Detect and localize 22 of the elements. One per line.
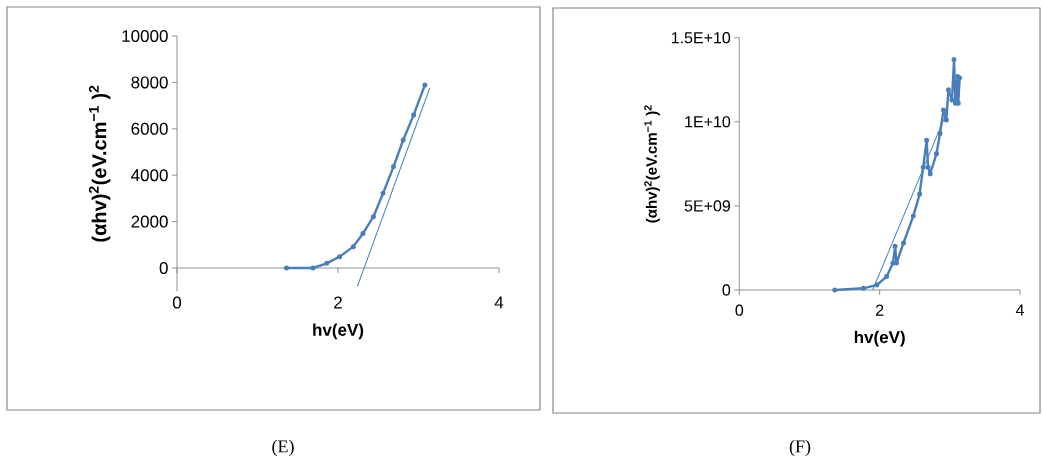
y-tick-label: 1.5E+10 bbox=[671, 32, 731, 44]
x-tick-label: 2 bbox=[334, 296, 342, 309]
x-tick-label: 4 bbox=[494, 296, 504, 309]
y-tick-label: 1E+10 bbox=[685, 116, 731, 128]
y-tick-label: 5E+09 bbox=[684, 200, 731, 212]
text: (E) bbox=[272, 439, 294, 457]
x-tick-label: 4 bbox=[1015, 304, 1024, 316]
y-axis-title: (αhv)$^{2}$(eV.cm$^{−1}$ )$^{2}$ bbox=[88, 85, 111, 242]
y-tick-label: 6000 bbox=[131, 122, 168, 135]
x-tick-label: 2 bbox=[876, 304, 884, 316]
y-axis-title: (αhv)$^{2}$(eV.cm$^{−1}$ )$^{2}$ bbox=[644, 105, 660, 223]
y-tick-label: 2000 bbox=[131, 215, 168, 228]
y-tick-label: 0 bbox=[159, 261, 168, 275]
x-axis-title: hv(eV) bbox=[313, 323, 364, 340]
y-tick-label: 4000 bbox=[131, 169, 168, 182]
x-tick-label: 0 bbox=[172, 296, 182, 309]
y-tick-label: 8000 bbox=[131, 76, 168, 89]
y-tick-label: 10000 bbox=[122, 29, 168, 43]
text: (F) bbox=[789, 439, 811, 457]
x-axis-title: hv(eV) bbox=[854, 330, 905, 347]
x-tick-label: 0 bbox=[735, 304, 744, 316]
y-tick-label: 0 bbox=[722, 284, 731, 296]
